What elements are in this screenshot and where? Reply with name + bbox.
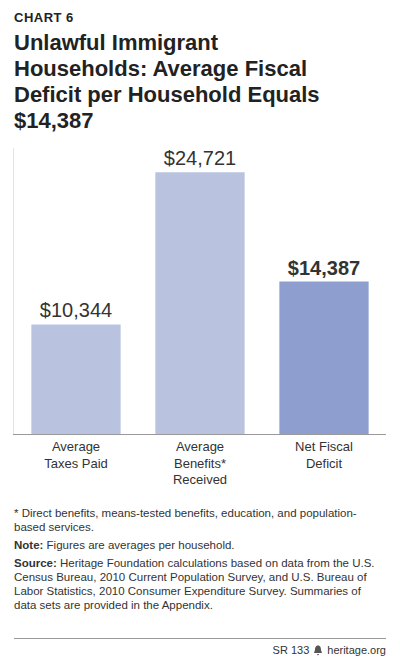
html-text:Unlawful Immigrant Households:: Unlawful Immigrant Households: Average F… [14,30,320,133]
html-text:Note: Figures are averages per: Note: Figures are averages per household… [14,539,235,551]
html-text:SR 133: SR 133 [272,644,310,656]
html-text:Source: Heritage Foundation ca: Source: Heritage Foundation calculations… [14,557,375,611]
svg-text:$10,344: $10,344 [40,299,112,321]
svg-text:AverageTaxes Paid: AverageTaxes Paid [44,439,108,471]
svg-text:Net FiscalDeficit: Net FiscalDeficit [295,439,353,471]
html-text:* Direct benefits, means-teste: * Direct benefits, means-tested benefits… [14,507,357,533]
html-text:CHART 6: CHART 6 [14,10,74,25]
svg-text:AverageBenefits*Received: AverageBenefits*Received [173,439,227,488]
html-text:heritage.org: heritage.org [327,644,386,656]
svg-text:$24,721: $24,721 [164,147,236,169]
svg-text:$14,387: $14,387 [288,257,360,279]
